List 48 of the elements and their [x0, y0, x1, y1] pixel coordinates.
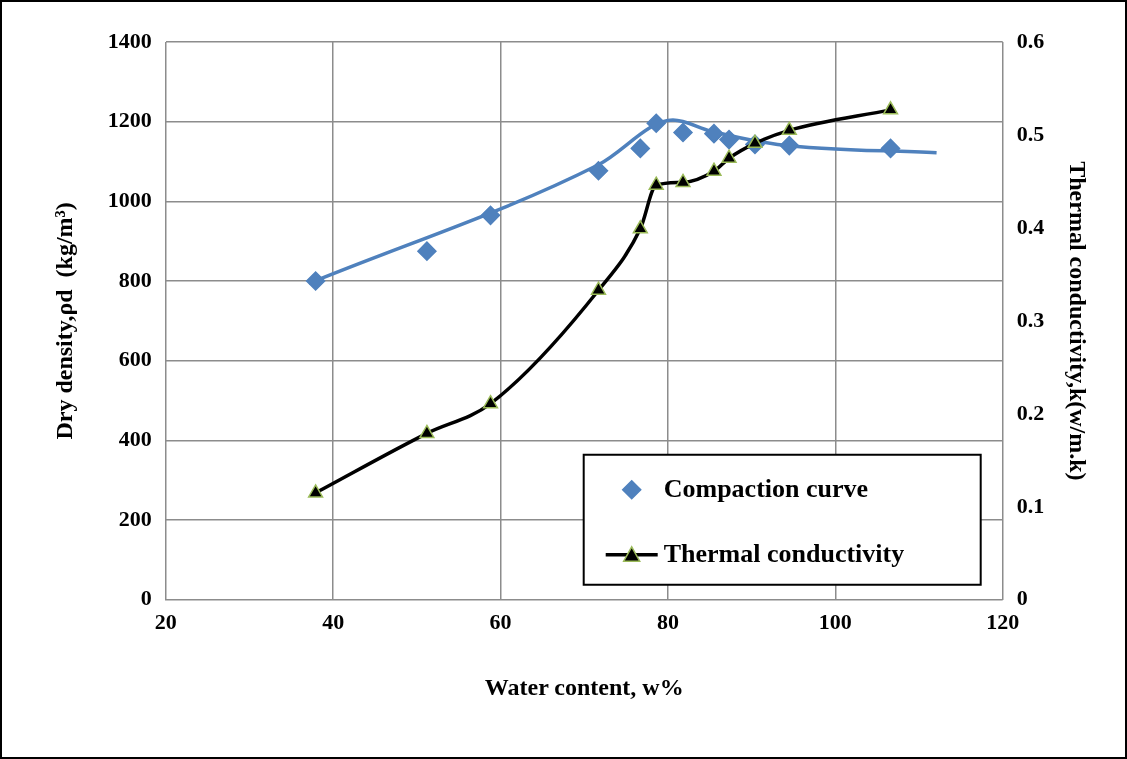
x-tick-label: 80 — [656, 608, 679, 634]
x-tick-label: 100 — [818, 608, 852, 634]
point — [781, 121, 797, 136]
point — [673, 122, 693, 143]
y-tick-label: 0 — [140, 585, 152, 611]
x-tick-label: 20 — [154, 608, 177, 634]
x-tick-label: 120 — [986, 608, 1020, 634]
y2-tick-label: 0.4 — [1016, 213, 1045, 239]
point — [482, 394, 499, 409]
y-tick-label: 600 — [118, 346, 152, 372]
y-axis-title: Dry density,ρd (kg/m³) — [50, 202, 77, 440]
point — [880, 138, 901, 159]
y2-axis-title: Thermal conductivity,k(w/m.k) — [1065, 161, 1092, 481]
point — [719, 129, 739, 150]
point — [779, 135, 800, 156]
y2-tick-label: 0.6 — [1016, 27, 1045, 53]
point — [417, 241, 437, 261]
y-tick-label: 800 — [118, 266, 152, 292]
point — [675, 173, 691, 188]
point — [721, 149, 737, 163]
point — [590, 281, 607, 295]
legend-label: Thermal conductivity — [663, 538, 905, 568]
y2-tick-label: 0.3 — [1016, 306, 1045, 332]
point — [480, 205, 501, 226]
point — [588, 160, 609, 181]
point — [307, 484, 324, 498]
point — [646, 113, 666, 134]
y2-tick-label: 0 — [1016, 585, 1028, 611]
x-tick-label: 60 — [489, 608, 512, 634]
point — [706, 162, 722, 176]
point — [882, 101, 899, 115]
point — [305, 271, 326, 291]
y-tick-label: 1200 — [107, 107, 152, 133]
x-axis-title: Water content, w% — [484, 673, 684, 700]
y-tick-label: 200 — [118, 505, 152, 531]
y-tick-label: 400 — [118, 426, 152, 452]
point — [630, 138, 651, 159]
y2-tick-label: 0.2 — [1016, 399, 1045, 425]
y-tick-label: 1400 — [107, 27, 152, 53]
x-tick-label: 40 — [322, 608, 345, 634]
y2-tick-label: 0.1 — [1016, 492, 1045, 518]
point — [704, 123, 724, 144]
y-tick-label: 1000 — [107, 187, 152, 213]
y2-tick-label: 0.5 — [1016, 120, 1045, 146]
point — [632, 220, 648, 234]
point — [648, 176, 664, 190]
legend-label: Compaction curve — [663, 473, 869, 503]
point — [419, 424, 435, 439]
